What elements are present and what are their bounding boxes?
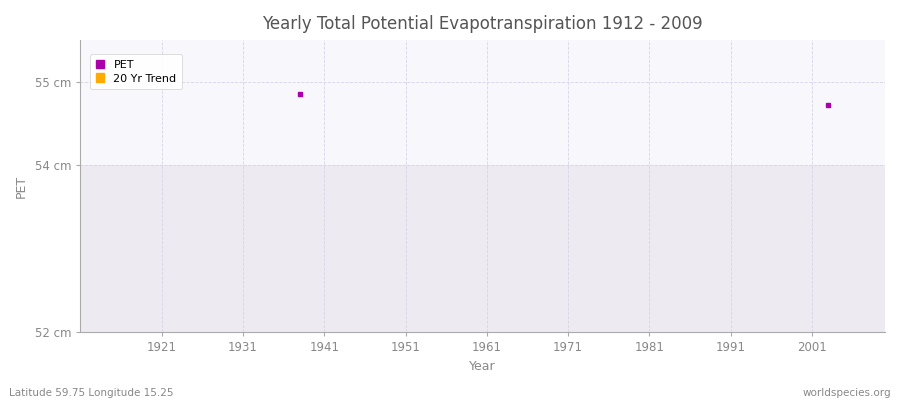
Text: worldspecies.org: worldspecies.org xyxy=(803,388,891,398)
X-axis label: Year: Year xyxy=(470,360,496,373)
Y-axis label: PET: PET xyxy=(15,175,28,198)
Legend: PET, 20 Yr Trend: PET, 20 Yr Trend xyxy=(90,54,182,89)
Title: Yearly Total Potential Evapotranspiration 1912 - 2009: Yearly Total Potential Evapotranspiratio… xyxy=(263,15,703,33)
Text: Latitude 59.75 Longitude 15.25: Latitude 59.75 Longitude 15.25 xyxy=(9,388,174,398)
Bar xyxy=(80,165,885,332)
Bar xyxy=(80,40,885,165)
